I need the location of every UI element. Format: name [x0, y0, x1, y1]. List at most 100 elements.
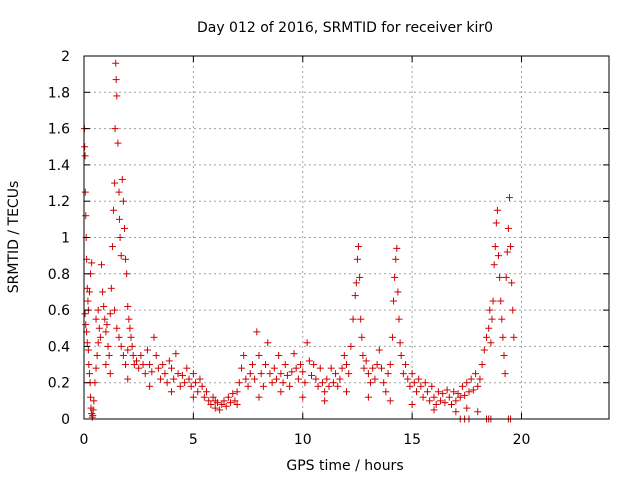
data-point: [129, 351, 137, 359]
data-point: [106, 310, 114, 318]
data-point: [474, 382, 482, 390]
data-point: [150, 333, 158, 341]
data-point: [312, 375, 320, 383]
data-point: [493, 206, 501, 214]
data-point: [386, 361, 394, 369]
data-point: [352, 279, 360, 287]
data-point: [305, 357, 313, 365]
data-point: [463, 404, 471, 412]
data-point: [120, 224, 128, 232]
data-point: [508, 279, 516, 287]
data-point: [480, 346, 488, 354]
data-point: [110, 206, 118, 214]
data-point: [146, 361, 154, 369]
data-point: [417, 382, 425, 390]
data-point: [397, 351, 405, 359]
data-point: [430, 393, 438, 401]
data-point: [251, 375, 259, 383]
data-point: [124, 346, 132, 354]
data-point: [268, 379, 276, 387]
data-point: [410, 379, 418, 387]
data-point: [301, 379, 309, 387]
data-point: [408, 370, 416, 378]
data-point: [321, 388, 329, 396]
data-point: [165, 357, 173, 365]
data-point: [441, 399, 449, 407]
data-point: [240, 351, 248, 359]
data-point: [454, 390, 462, 398]
data-point: [126, 324, 134, 332]
data-point: [483, 333, 490, 341]
data-point: [154, 364, 162, 372]
data-point: [314, 382, 322, 390]
data-point: [233, 400, 241, 408]
data-point: [130, 361, 138, 369]
data-point: [318, 379, 326, 387]
data-point: [308, 371, 315, 379]
data-point: [92, 364, 100, 372]
data-point: [102, 361, 110, 369]
data-point: [497, 297, 505, 305]
data-point: [178, 371, 186, 379]
data-point: [499, 333, 507, 341]
data-point: [92, 315, 100, 323]
data-point: [83, 284, 91, 292]
data-point: [119, 351, 127, 359]
data-point: [85, 288, 93, 296]
data-point: [115, 215, 123, 223]
data-point: [426, 397, 434, 405]
data-point: [364, 370, 372, 378]
data-point: [264, 339, 272, 347]
data-point: [394, 288, 402, 296]
data-point: [192, 379, 200, 387]
data-point: [388, 333, 396, 341]
data-point: [103, 321, 111, 329]
chart-title: Day 012 of 2016, SRMTID for receiver kir…: [197, 20, 493, 36]
data-point: [303, 339, 311, 347]
data-point: [255, 393, 263, 401]
y-tick-label: 0.8: [48, 267, 70, 283]
data-point: [373, 361, 381, 369]
y-tick-label: 2: [61, 49, 70, 65]
data-point: [359, 351, 367, 359]
data-point: [469, 386, 477, 394]
data-point: [174, 370, 182, 378]
data-point: [474, 408, 482, 416]
data-point: [343, 361, 350, 369]
data-point: [509, 306, 517, 314]
data-point: [505, 194, 513, 202]
data-point: [351, 292, 359, 300]
data-point: [262, 361, 270, 369]
data-point: [81, 188, 89, 196]
data-point: [176, 382, 184, 390]
data-point: [430, 406, 438, 414]
data-point: [183, 364, 191, 372]
data-point: [360, 364, 368, 372]
data-point: [445, 393, 453, 401]
data-point: [114, 139, 122, 147]
data-point: [386, 397, 394, 405]
data-point: [288, 368, 296, 376]
data-point: [292, 364, 300, 372]
data-point: [281, 361, 289, 369]
x-tick-label: 10: [294, 432, 312, 448]
data-point: [235, 379, 243, 387]
data-point: [90, 397, 98, 405]
y-axis-label: SRMTID / TECUs: [6, 181, 22, 294]
data-point: [299, 393, 307, 401]
data-point: [423, 388, 431, 396]
data-point: [437, 397, 445, 405]
data-point: [196, 375, 204, 383]
data-point: [93, 351, 101, 359]
data-point: [415, 375, 423, 383]
data-point: [139, 361, 147, 369]
data-point: [143, 346, 151, 354]
data-point: [107, 284, 115, 292]
data-point: [275, 351, 283, 359]
data-point: [83, 339, 91, 347]
data-point: [227, 399, 235, 407]
data-point: [95, 324, 103, 332]
data-point: [396, 339, 404, 347]
data-point: [200, 393, 208, 401]
data-point: [478, 361, 486, 369]
